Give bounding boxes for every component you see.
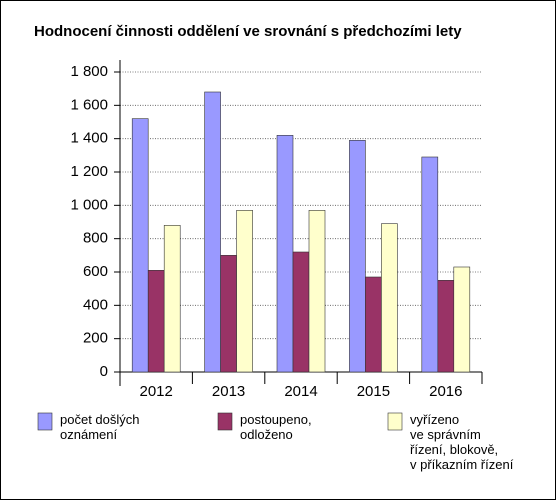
bar xyxy=(421,156,439,373)
chart-title: Hodnocení činnosti oddělení ve srovnání … xyxy=(34,23,462,40)
bar xyxy=(131,118,149,373)
y-tick-label: 1 400 xyxy=(70,130,108,147)
bar xyxy=(276,135,294,373)
y-tick-label: 1 600 xyxy=(70,96,108,113)
legend-label: vyřízeno ve správním řízení, blokově, v pří… xyxy=(410,412,514,472)
bar xyxy=(236,210,253,373)
y-tick-label: 400 xyxy=(83,296,108,313)
bar xyxy=(220,255,237,373)
legend-swatch xyxy=(387,412,403,431)
legend-label: postoupeno, odloženo xyxy=(240,412,312,442)
legend-swatch xyxy=(217,412,233,431)
bar xyxy=(292,251,310,373)
bar xyxy=(308,210,326,373)
x-tick-label: 2016 xyxy=(429,383,462,400)
bar xyxy=(163,225,181,373)
x-tick-label: 2012 xyxy=(140,383,173,400)
x-tick-label: 2015 xyxy=(357,383,390,400)
bar xyxy=(381,223,398,373)
legend-label: počet došlých oznámení xyxy=(60,412,140,442)
bar xyxy=(204,91,221,373)
y-tick-label: 1 200 xyxy=(70,163,108,180)
bar xyxy=(147,270,165,373)
y-tick-label: 0 xyxy=(100,363,108,380)
y-tick-label: 1 800 xyxy=(70,63,108,80)
x-tick-label: 2014 xyxy=(284,383,317,400)
bar xyxy=(365,276,382,373)
bar xyxy=(437,280,455,373)
y-tick-label: 600 xyxy=(83,263,108,280)
y-tick-label: 200 xyxy=(83,330,108,347)
bar xyxy=(453,266,471,373)
legend-swatch xyxy=(37,412,53,431)
y-tick-label: 800 xyxy=(83,230,108,247)
bar xyxy=(349,140,366,373)
x-tick-label: 2013 xyxy=(212,383,245,400)
y-tick-label: 1 000 xyxy=(70,196,108,213)
